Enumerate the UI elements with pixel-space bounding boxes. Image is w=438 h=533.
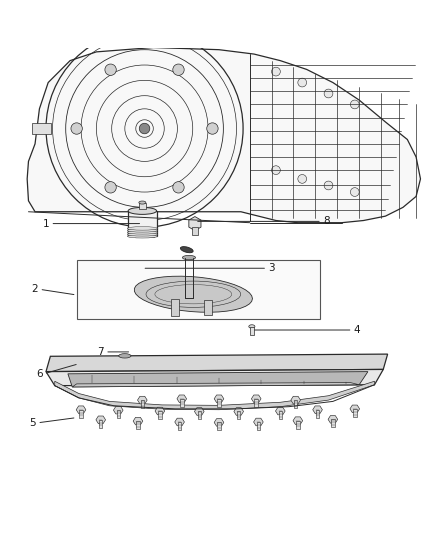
Circle shape xyxy=(298,78,307,87)
Bar xyxy=(141,400,144,408)
Polygon shape xyxy=(134,276,252,312)
Bar xyxy=(158,411,162,419)
Bar xyxy=(217,423,221,430)
Polygon shape xyxy=(68,372,368,387)
Ellipse shape xyxy=(127,232,157,236)
Circle shape xyxy=(173,182,184,193)
Bar xyxy=(198,411,201,419)
Ellipse shape xyxy=(139,201,146,204)
Bar xyxy=(257,422,260,430)
Circle shape xyxy=(71,123,82,134)
Ellipse shape xyxy=(180,247,193,253)
Circle shape xyxy=(324,89,333,98)
Ellipse shape xyxy=(127,231,157,234)
Bar xyxy=(139,203,146,209)
Polygon shape xyxy=(328,416,338,423)
Text: 2: 2 xyxy=(32,284,39,294)
Polygon shape xyxy=(96,416,106,424)
Ellipse shape xyxy=(119,354,131,358)
Bar xyxy=(180,399,184,407)
Polygon shape xyxy=(234,408,244,415)
Circle shape xyxy=(173,64,184,76)
Polygon shape xyxy=(254,418,263,426)
Polygon shape xyxy=(214,418,224,426)
Bar xyxy=(192,227,198,235)
Polygon shape xyxy=(155,407,165,415)
Bar xyxy=(254,399,258,407)
Polygon shape xyxy=(291,397,300,404)
Polygon shape xyxy=(46,354,388,372)
Ellipse shape xyxy=(249,325,255,328)
Polygon shape xyxy=(138,397,147,404)
Ellipse shape xyxy=(182,255,195,260)
Polygon shape xyxy=(251,395,261,402)
Circle shape xyxy=(350,100,359,109)
Text: 6: 6 xyxy=(36,369,43,379)
Text: 5: 5 xyxy=(29,418,36,428)
Polygon shape xyxy=(194,408,204,415)
Circle shape xyxy=(272,67,280,76)
Bar xyxy=(99,420,102,427)
Polygon shape xyxy=(293,417,303,424)
Bar xyxy=(135,20,154,31)
Bar xyxy=(135,226,154,237)
Circle shape xyxy=(207,123,218,134)
Text: 1: 1 xyxy=(42,219,49,229)
Bar xyxy=(316,410,319,418)
Bar xyxy=(117,410,120,418)
Text: 7: 7 xyxy=(97,347,104,357)
Bar xyxy=(237,411,240,419)
Text: 4: 4 xyxy=(353,325,360,335)
Circle shape xyxy=(272,166,280,174)
Polygon shape xyxy=(177,395,187,402)
Polygon shape xyxy=(189,216,201,231)
Ellipse shape xyxy=(127,235,157,238)
Circle shape xyxy=(105,182,116,193)
Polygon shape xyxy=(276,407,285,415)
Polygon shape xyxy=(55,381,374,410)
Polygon shape xyxy=(214,395,224,402)
Bar xyxy=(178,422,181,430)
Text: 8: 8 xyxy=(323,216,330,227)
Text: 3: 3 xyxy=(268,263,275,273)
Bar xyxy=(77,260,320,319)
Bar xyxy=(128,211,156,236)
Ellipse shape xyxy=(128,207,157,214)
Bar xyxy=(353,409,357,417)
Bar xyxy=(79,410,83,418)
Polygon shape xyxy=(113,406,123,414)
Bar xyxy=(136,421,140,429)
Bar xyxy=(32,123,51,134)
Circle shape xyxy=(350,188,359,197)
Bar xyxy=(171,300,179,316)
Polygon shape xyxy=(76,406,86,414)
Bar xyxy=(204,300,212,315)
Circle shape xyxy=(139,123,150,134)
Bar xyxy=(331,419,335,427)
Bar xyxy=(250,327,254,335)
Circle shape xyxy=(298,174,307,183)
Bar xyxy=(294,400,297,408)
Polygon shape xyxy=(46,369,383,386)
Polygon shape xyxy=(27,47,420,223)
Bar xyxy=(217,399,221,407)
Bar xyxy=(279,411,282,419)
Polygon shape xyxy=(175,418,184,426)
Ellipse shape xyxy=(127,229,157,232)
Polygon shape xyxy=(350,405,360,413)
Circle shape xyxy=(105,64,117,76)
Polygon shape xyxy=(313,406,322,414)
Circle shape xyxy=(324,181,333,190)
Polygon shape xyxy=(72,383,359,387)
Ellipse shape xyxy=(127,227,157,230)
Bar xyxy=(296,421,300,429)
Polygon shape xyxy=(133,417,143,425)
